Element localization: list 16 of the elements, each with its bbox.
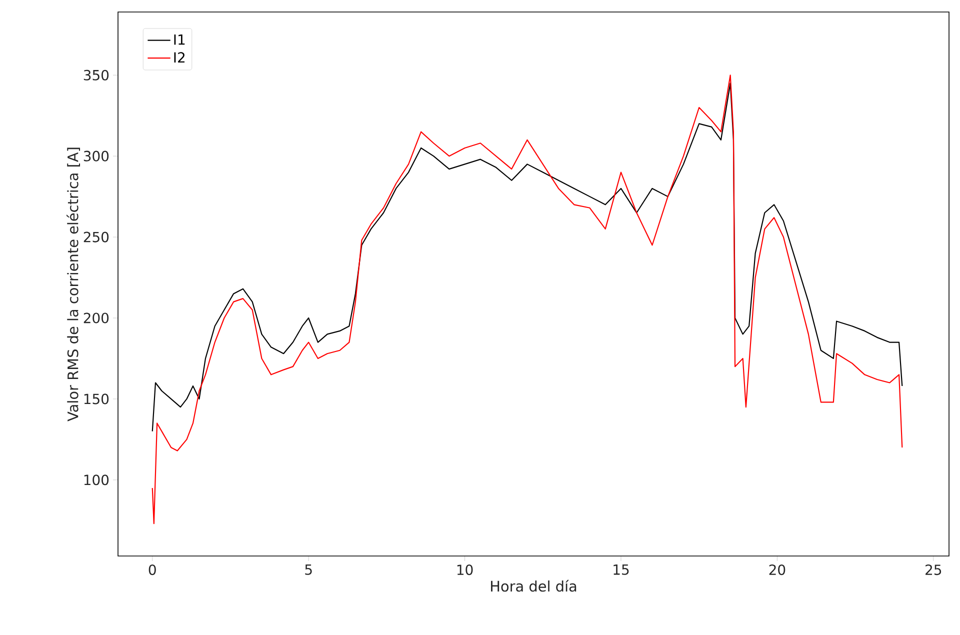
x-tick-label: 25	[926, 564, 942, 576]
x-tick-label: 0	[148, 564, 156, 576]
x-tick-label: 15	[614, 564, 629, 575]
y-tick-label: 350	[84, 70, 109, 80]
y-tick-label: 150	[84, 394, 109, 404]
x-axis-title: Hora del día	[491, 580, 576, 592]
y-tick-label: 200	[84, 312, 109, 324]
y-tick-label: 250	[84, 232, 109, 242]
x-tick-label: 5	[305, 564, 312, 575]
x-tick-label: 10	[457, 564, 473, 576]
x-tick-label: 20	[769, 564, 786, 576]
y-axis-title: Valor RMS de la corriente eléctrica [A]	[66, 148, 80, 422]
legend-label: I2	[174, 52, 184, 63]
y-tick-label: 300	[84, 150, 109, 162]
legend-label: I1	[174, 34, 185, 45]
y-tick-label: 100	[84, 474, 109, 486]
